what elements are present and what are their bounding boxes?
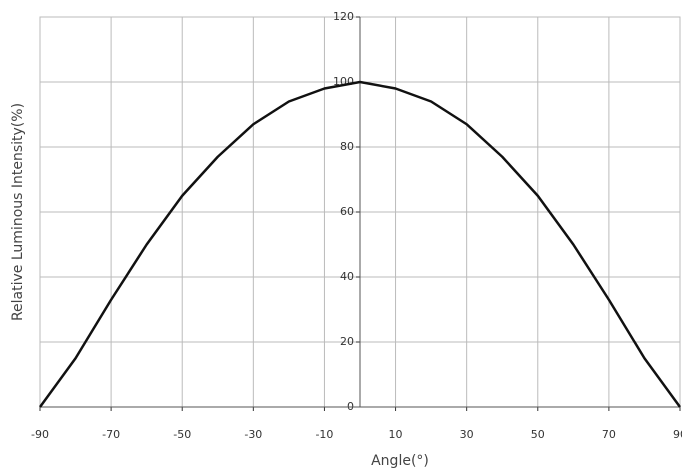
x-tick-label: -30 [244, 428, 262, 441]
y-tick-label: 80 [340, 140, 354, 153]
x-tick-label: 50 [531, 428, 545, 441]
y-tick-label: 120 [333, 10, 354, 23]
x-tick-label: 10 [389, 428, 403, 441]
x-tick-label: -70 [102, 428, 120, 441]
y-tick-label: 40 [340, 270, 354, 283]
x-axis-title: Angle(°) [371, 453, 429, 469]
x-tick-label: -10 [315, 428, 333, 441]
x-tick-label: -90 [31, 428, 49, 441]
y-axis-title: Relative Luminous Intensity(%) [10, 103, 26, 321]
y-tick-label: 60 [340, 205, 354, 218]
y-tick-label: 20 [340, 335, 354, 348]
x-tick-label: 90 [673, 428, 682, 441]
x-tick-label: 70 [602, 428, 616, 441]
data-line [38, 80, 682, 408]
x-tick-label: 30 [460, 428, 474, 441]
x-tick-label: -50 [173, 428, 191, 441]
